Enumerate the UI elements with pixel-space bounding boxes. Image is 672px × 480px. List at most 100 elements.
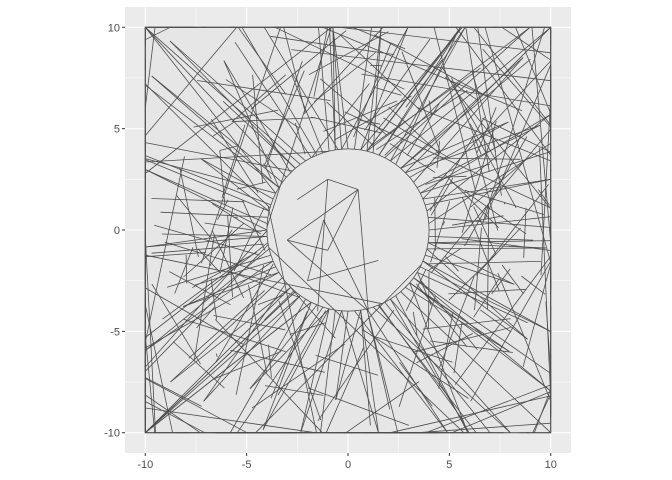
mesh-line bbox=[375, 87, 402, 96]
mesh-line bbox=[405, 282, 410, 288]
mesh-line bbox=[395, 295, 469, 433]
y-tick-label: -5 bbox=[110, 326, 120, 338]
mesh-line bbox=[145, 169, 268, 231]
mesh-line bbox=[305, 298, 312, 303]
mesh-line bbox=[427, 236, 430, 243]
mesh-line bbox=[378, 27, 466, 156]
mesh-line bbox=[318, 27, 330, 152]
mesh-line bbox=[316, 152, 324, 156]
mesh-line bbox=[416, 187, 421, 194]
mesh-line bbox=[145, 26, 171, 41]
mesh-line bbox=[389, 143, 436, 173]
mesh-line bbox=[424, 254, 515, 285]
mesh-line bbox=[225, 79, 300, 129]
mesh-line bbox=[275, 187, 280, 194]
y-axis: -10 -5 0 5 10 bbox=[104, 22, 125, 440]
mesh-line bbox=[251, 343, 345, 409]
mesh-line bbox=[233, 207, 265, 272]
mesh-line bbox=[416, 266, 421, 273]
mesh-line bbox=[272, 193, 277, 200]
mesh-line bbox=[311, 83, 370, 158]
mesh-line bbox=[366, 26, 531, 152]
mesh-line bbox=[265, 60, 303, 169]
mesh-line bbox=[335, 309, 362, 401]
mesh-line bbox=[145, 287, 243, 345]
mesh-line bbox=[341, 310, 379, 433]
mesh-line bbox=[453, 322, 463, 374]
mesh-line bbox=[471, 71, 497, 153]
mesh-line bbox=[429, 216, 551, 231]
mesh-line bbox=[461, 238, 551, 251]
mesh-line bbox=[320, 78, 388, 136]
mesh-line bbox=[286, 189, 359, 241]
x-tick-label: 0 bbox=[345, 459, 351, 471]
mesh-line bbox=[340, 26, 551, 54]
mesh-line bbox=[442, 221, 446, 226]
mesh-line bbox=[172, 341, 225, 389]
mesh-line bbox=[354, 310, 448, 433]
mesh-line bbox=[398, 296, 436, 408]
mesh-line bbox=[487, 205, 490, 310]
mesh-line bbox=[145, 407, 316, 434]
mesh-line bbox=[192, 251, 257, 289]
mesh-line bbox=[145, 401, 205, 434]
mesh-line bbox=[426, 248, 528, 340]
mesh-line bbox=[474, 227, 482, 311]
mesh-line bbox=[428, 216, 551, 228]
mesh-line bbox=[170, 277, 283, 383]
mesh-line bbox=[409, 277, 414, 283]
mesh-line bbox=[424, 204, 428, 212]
mesh-line bbox=[464, 136, 528, 247]
mesh-line bbox=[405, 59, 443, 108]
mesh-line bbox=[428, 236, 534, 241]
mesh-line bbox=[488, 184, 549, 262]
mesh-line bbox=[444, 174, 499, 228]
mesh-line bbox=[372, 27, 382, 153]
mesh-line bbox=[344, 111, 551, 209]
mesh-line bbox=[286, 172, 291, 178]
mesh-line bbox=[320, 310, 336, 433]
mesh-line bbox=[183, 222, 245, 278]
mesh-line bbox=[297, 178, 328, 200]
mesh-line bbox=[335, 309, 342, 312]
mesh-line bbox=[307, 387, 410, 426]
mesh-line bbox=[390, 395, 551, 434]
mesh-line bbox=[442, 67, 498, 162]
mesh-line bbox=[425, 384, 551, 434]
mesh-line bbox=[452, 215, 504, 226]
mesh-line bbox=[287, 239, 328, 251]
mesh-line bbox=[482, 118, 551, 153]
mesh-line bbox=[212, 351, 282, 380]
mesh-line bbox=[289, 322, 326, 335]
mesh-line bbox=[354, 309, 361, 312]
mesh-line bbox=[145, 295, 301, 433]
x-tick-label: -10 bbox=[137, 459, 153, 471]
mesh-line bbox=[179, 167, 199, 257]
mesh-line bbox=[400, 57, 524, 169]
mesh-line bbox=[145, 394, 201, 434]
mesh-line bbox=[151, 198, 245, 203]
mesh-line bbox=[360, 27, 463, 151]
mesh-line bbox=[413, 272, 418, 278]
mesh-line bbox=[427, 248, 462, 272]
mesh-line bbox=[405, 172, 410, 178]
mesh-line bbox=[422, 198, 426, 206]
mesh-line bbox=[216, 353, 218, 357]
mesh-line bbox=[283, 27, 306, 113]
mesh-line bbox=[235, 264, 264, 395]
mesh-line bbox=[270, 311, 308, 399]
mesh-line bbox=[390, 160, 396, 165]
mesh-line bbox=[242, 200, 266, 251]
mesh-line bbox=[263, 27, 339, 150]
mesh-line bbox=[250, 30, 347, 110]
mesh-line bbox=[327, 178, 359, 190]
mesh-line bbox=[266, 236, 269, 243]
mesh-line bbox=[264, 70, 305, 165]
mesh-line bbox=[289, 286, 336, 339]
mesh-line bbox=[305, 157, 312, 162]
mesh-line bbox=[211, 203, 262, 235]
mesh-line bbox=[174, 247, 194, 294]
mesh-line bbox=[311, 154, 318, 159]
mesh-line bbox=[413, 182, 418, 188]
